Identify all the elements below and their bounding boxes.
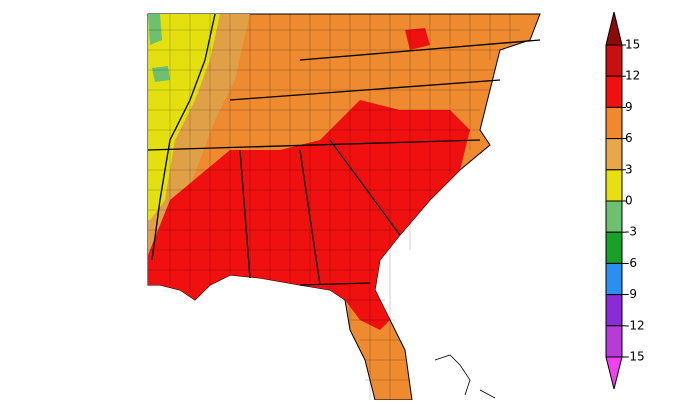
islands: [434, 354, 496, 399]
colorbar: 15 12 9 6 3 0 -3 -6 -9 -12 -15: [605, 11, 645, 390]
color-band: [605, 106, 623, 140]
color-band: [605, 138, 623, 171]
color-band: [605, 44, 623, 77]
tick-label: -12: [625, 318, 645, 332]
tick-label: -15: [625, 350, 645, 364]
region-red: [405, 28, 430, 50]
color-band: [605, 169, 623, 202]
region-yellow: [148, 14, 220, 220]
region-green: [152, 66, 170, 82]
tick-label: -3: [625, 225, 637, 239]
tick-label: 12: [625, 69, 640, 83]
tick-label: 6: [625, 131, 633, 145]
color-band: [605, 231, 623, 264]
tick-label: 15: [625, 38, 640, 52]
county-grid: [148, 14, 520, 400]
map: [147, 13, 541, 401]
tick-label: 9: [625, 100, 633, 114]
color-band-over: [605, 11, 623, 46]
tick-label: -9: [625, 287, 637, 301]
tick-label: -6: [625, 256, 637, 270]
tick-label: 0: [625, 194, 633, 208]
color-band: [605, 262, 623, 296]
tick-label: 3: [625, 162, 633, 176]
color-band: [605, 294, 623, 327]
color-band: [605, 200, 623, 233]
color-band: [605, 75, 623, 108]
region-green: [148, 14, 162, 45]
color-band: [605, 325, 623, 358]
color-band-under: [605, 356, 623, 390]
